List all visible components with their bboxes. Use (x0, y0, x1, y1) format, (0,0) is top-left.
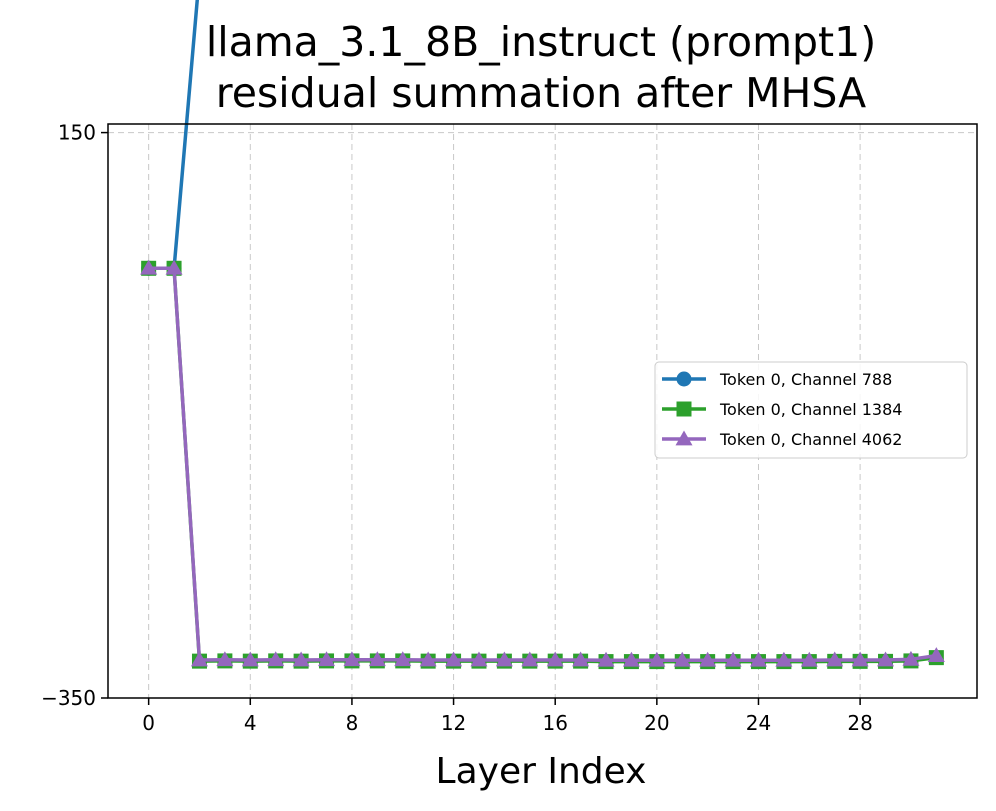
data-point (622, 651, 640, 667)
series-line (148, 266, 937, 662)
data-point (699, 651, 717, 667)
legend-item: Token 0, Channel 1384 (662, 400, 902, 419)
data-point (546, 651, 564, 667)
series-3 (140, 259, 945, 667)
legend-marker (675, 430, 693, 446)
data-point (851, 651, 869, 667)
data-point (165, 259, 183, 275)
series-2 (141, 260, 944, 670)
plot-frame (107, 123, 978, 699)
y-tick-label: 150 (58, 121, 96, 145)
data-point (877, 651, 895, 667)
x-tick-label: 12 (441, 711, 466, 735)
data-point (826, 651, 844, 667)
data-point (292, 651, 310, 667)
x-tick-label: 8 (346, 711, 359, 735)
data-point (190, 651, 208, 667)
x-tick-label: 20 (644, 711, 669, 735)
x-tick-label: 24 (746, 711, 771, 735)
data-point (216, 651, 234, 667)
data-point (597, 651, 615, 667)
data-point (470, 651, 488, 667)
chart-subtitle: residual summation after MHSA (216, 69, 866, 117)
legend-label: Token 0, Channel 4062 (719, 430, 902, 449)
plot-series (140, 0, 945, 670)
legend-label: Token 0, Channel 1384 (719, 400, 902, 419)
data-point (648, 651, 666, 667)
x-tick-label: 0 (142, 711, 155, 735)
legend-marker (676, 401, 692, 417)
legend-label: Token 0, Channel 788 (719, 370, 892, 389)
legend-item: Token 0, Channel 4062 (662, 430, 902, 449)
data-point (318, 651, 336, 667)
x-tick-label: 28 (847, 711, 872, 735)
legend-marker (676, 371, 692, 387)
data-point (724, 651, 742, 667)
data-point (419, 651, 437, 667)
data-point (140, 259, 158, 275)
data-point (800, 651, 818, 667)
x-tick-label: 16 (542, 711, 567, 735)
data-point (572, 651, 590, 667)
data-point (241, 651, 259, 667)
data-point (749, 651, 767, 667)
y-tick-label: −350 (41, 686, 96, 710)
data-point (394, 651, 412, 667)
data-point (673, 651, 691, 667)
legend-box (654, 361, 968, 459)
legend-item: Token 0, Channel 788 (662, 370, 892, 389)
x-axis-label: Layer Index (436, 751, 647, 792)
data-point (368, 651, 386, 667)
data-point (343, 651, 361, 667)
data-point (495, 651, 513, 667)
chart-title: llama_3.1_8B_instruct (prompt1) (206, 18, 876, 66)
axis-ticks: 0 4 8 12 16 20 24 28 150 −350 (41, 121, 873, 735)
data-point (775, 651, 793, 667)
data-point (521, 651, 539, 667)
data-point (445, 651, 463, 667)
data-point (927, 647, 945, 662)
x-tick-label: 4 (244, 711, 257, 735)
legend: Token 0, Channel 788 Token 0, Channel 138… (654, 361, 968, 459)
data-point (267, 651, 285, 667)
data-point (902, 650, 920, 666)
series-line (148, 266, 937, 664)
